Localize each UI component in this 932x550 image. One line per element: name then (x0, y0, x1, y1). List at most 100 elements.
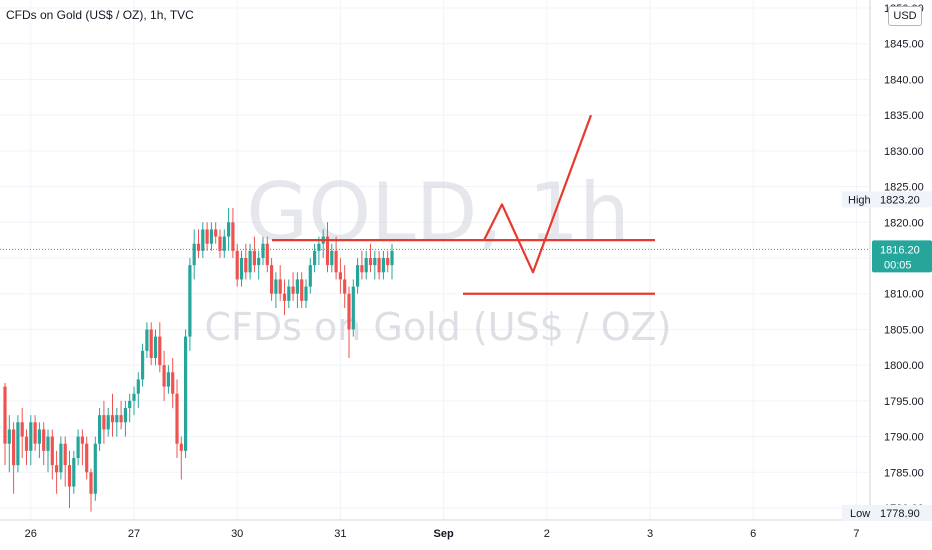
candle-body (248, 250, 252, 273)
time-tick-label: Sep (434, 528, 454, 540)
candle-body (265, 243, 269, 266)
candle-body (304, 286, 308, 301)
candle-body (218, 236, 222, 251)
candle-body (132, 393, 136, 401)
candle-body (85, 443, 89, 473)
time-tick-label: 7 (853, 528, 859, 540)
candle-body (37, 429, 41, 444)
candle-body (205, 229, 209, 244)
candle-body (201, 229, 205, 251)
candle-body (390, 250, 394, 266)
candle-body (98, 415, 102, 444)
currency-button[interactable]: USD (888, 6, 922, 26)
candle-body (381, 258, 385, 273)
candle-body (231, 222, 235, 251)
candle-body (119, 415, 123, 423)
time-tick-label: 31 (334, 528, 346, 540)
price-tick-label: 1820.00 (884, 217, 924, 229)
candle-body (29, 422, 33, 451)
time-tick-label: 27 (128, 528, 140, 540)
price-tick-label: 1805.00 (884, 324, 924, 336)
bar-countdown: 00:05 (884, 259, 912, 271)
candle-body (274, 279, 278, 294)
candle-body (145, 329, 149, 351)
high-value: 1823.20 (880, 194, 920, 206)
candle-body (59, 443, 63, 473)
price-tick-label: 1800.00 (884, 360, 924, 372)
candle-body (3, 386, 7, 444)
candle-body (80, 436, 84, 444)
candle-body (63, 443, 67, 466)
candle-body (351, 286, 355, 330)
candle-body (184, 336, 188, 451)
projection-path[interactable] (483, 114, 593, 274)
candle-body (24, 436, 29, 451)
candle-body (373, 258, 377, 266)
candle-body (334, 250, 338, 273)
candle-body (364, 258, 368, 273)
candle-body (360, 265, 364, 273)
candle-body (368, 258, 373, 266)
chart-legend-title: CFDs on Gold (US$ / OZ), 1h, TVC (6, 8, 194, 22)
candle-body (282, 293, 287, 301)
candle-body (295, 279, 299, 294)
candle-body (106, 415, 110, 430)
candle-body (252, 250, 256, 266)
candle-body (270, 265, 274, 294)
candle-body (136, 379, 140, 394)
price-tick-label: 1840.00 (884, 74, 924, 86)
candle-body (89, 472, 93, 494)
candle-body (175, 393, 179, 444)
low-label: Low (850, 508, 870, 520)
time-tick-label: 30 (231, 528, 243, 540)
candle-body (33, 422, 37, 444)
candle-body (128, 400, 132, 408)
candle-body (76, 436, 80, 458)
price-tick-label: 1835.00 (884, 110, 924, 122)
candle-body (377, 258, 381, 273)
low-value-box (872, 505, 932, 521)
candle-body (12, 429, 16, 466)
candle-body (347, 293, 351, 330)
high-value-box (872, 191, 932, 208)
candle-body (287, 286, 291, 301)
candle-body (356, 265, 360, 287)
watermark-description: CFDs on Gold (US$ / OZ) (204, 305, 671, 349)
candle-body (110, 415, 115, 423)
candle-body (261, 243, 265, 258)
last-price-value: 1816.20 (880, 244, 920, 256)
price-tick-label: 1830.00 (884, 146, 924, 158)
time-tick-label: 26 (25, 528, 37, 540)
price-tick-label: 1785.00 (884, 467, 924, 479)
candle-body (192, 243, 196, 266)
candle-body (162, 365, 166, 387)
candle-body (7, 429, 11, 444)
candle-body (330, 250, 334, 266)
price-tick-label: 1790.00 (884, 432, 924, 444)
candle-body (278, 279, 282, 294)
last-price-tag (872, 240, 932, 273)
candle-body (93, 443, 97, 494)
candle-body (308, 265, 312, 287)
candle-body (244, 258, 248, 273)
candle-body (166, 372, 170, 387)
candle-body (123, 408, 127, 423)
candle-body (196, 243, 201, 251)
candle-body (343, 279, 347, 294)
candle-body (214, 229, 218, 237)
candle-body (115, 415, 119, 423)
candle-body (325, 236, 330, 266)
candle-body (313, 250, 317, 266)
candle-body (50, 436, 54, 466)
candle-body (141, 350, 145, 380)
candle-body (257, 258, 261, 266)
candle-body (67, 465, 72, 487)
candle-body (171, 372, 175, 394)
candle-body (149, 329, 153, 358)
time-tick-label: 6 (750, 528, 756, 540)
time-tick-label: 2 (544, 528, 550, 540)
price-tick-label: 1825.00 (884, 182, 924, 194)
watermark-symbol: GOLD, 1h (246, 166, 630, 259)
candle-body (42, 429, 46, 451)
